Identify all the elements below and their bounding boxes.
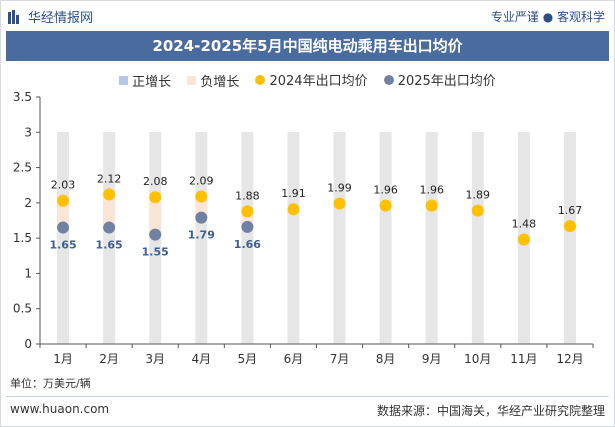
data-label-2025: 1.79 [188,229,215,242]
data-label-2024: 1.67 [558,204,583,217]
background-column [425,132,438,344]
x-tick-label: 9月 [422,352,442,366]
point-2024 [563,220,576,233]
brand[interactable]: 华经情报网 [8,7,93,26]
point-2024 [379,199,392,212]
point-2024 [57,194,70,207]
source-note: 数据来源：中国海关，华经产业研究院整理 [376,404,605,418]
point-2025 [195,211,208,224]
y-tick-label: 3.5 [13,90,32,104]
background-column [195,132,208,344]
x-tick-label: 5月 [238,352,258,366]
point-2024 [103,188,116,201]
y-tick-label: 1 [24,266,32,280]
background-column [57,132,70,344]
y-tick-label: 1.5 [13,231,32,245]
brand-name: 华经情报网 [28,11,94,26]
data-label-2024: 1.96 [419,184,444,197]
point-2024 [195,190,208,203]
x-tick-label: 11月 [510,352,537,366]
data-label-2025: 1.66 [234,238,261,251]
top-bar: 华经情报网 专业严谨 ● 客观科学 [0,0,615,30]
y-tick-label: 0.5 [13,302,32,316]
background-column [563,132,576,344]
point-2025 [241,220,254,233]
legend-item-negative: 负增长 [187,71,239,90]
x-tick-label: 7月 [330,352,350,366]
point-2024 [517,233,530,246]
legend-item-2024: 2024年出口均价 [255,70,368,89]
x-tick-label: 6月 [284,352,304,366]
background-column [103,132,116,344]
point-2024 [149,191,162,204]
background-column [471,132,484,344]
point-2025 [103,221,116,234]
legend-label-negative: 负增长 [200,74,240,90]
growth-band [195,196,208,218]
x-tick-label: 12月 [556,352,583,366]
tagline: 专业严谨 ● 客观科学 [490,10,605,24]
data-label-2024: 1.91 [281,187,306,200]
x-tick-label: 4月 [191,352,211,366]
legend-item-positive: 正增长 [119,71,171,90]
data-label-2024: 2.08 [143,175,168,188]
point-2024 [287,203,300,216]
legend-swatch-2025 [383,74,394,85]
growth-band [149,197,162,235]
x-tick-label: 2月 [99,352,119,366]
legend-label-positive: 正增长 [132,74,172,90]
chart-legend: 正增长 负增长 2024年出口均价 2025年出口均价 [0,70,615,90]
background-column [287,132,300,344]
growth-band [57,200,70,228]
legend-swatch-2024 [255,74,266,85]
data-label-2025: 1.65 [49,239,76,252]
site-link[interactable]: www.huaon.com [10,402,110,416]
bar-chart-logo-icon [8,9,19,24]
unit-label: 单位：万美元/辆 [10,377,91,390]
background-column [241,132,254,344]
x-tick-label: 3月 [145,352,165,366]
growth-band [103,194,116,228]
data-label-2024: 2.12 [97,172,122,185]
legend-swatch-positive [119,75,129,85]
legend-label-2024: 2024年出口均价 [269,74,368,89]
point-2024 [241,205,254,218]
footer-divider [6,396,609,397]
data-label-2024: 2.03 [51,179,76,192]
point-2025 [149,228,162,241]
y-tick-label: 2.5 [13,161,32,175]
data-label-2024: 2.09 [189,175,214,188]
background-column [333,132,346,344]
data-label-2025: 1.65 [96,239,123,252]
chart-title: 2024-2025年5月中国纯电动乘用车出口均价 [6,31,609,61]
data-label-2025: 1.55 [142,246,169,259]
point-2024 [333,197,346,210]
data-label-2024: 1.96 [373,184,398,197]
y-tick-label: 3 [24,125,32,139]
data-label-2024: 1.99 [327,182,352,195]
x-tick-label: 8月 [376,352,396,366]
point-2024 [425,199,438,212]
y-tick-label: 2 [24,196,32,210]
x-tick-label: 10月 [464,352,491,366]
x-tick-label: 1月 [53,352,73,366]
data-label-2024: 1.88 [235,189,260,202]
point-2024 [471,204,484,217]
legend-label-2025: 2025年出口均价 [397,74,496,89]
background-column [379,132,392,344]
point-2025 [57,221,70,234]
legend-swatch-negative [187,75,197,85]
data-label-2024: 1.48 [512,218,537,231]
legend-item-2025: 2025年出口均价 [383,70,496,89]
data-label-2024: 1.89 [466,189,491,202]
y-tick-label: 0 [24,337,32,351]
